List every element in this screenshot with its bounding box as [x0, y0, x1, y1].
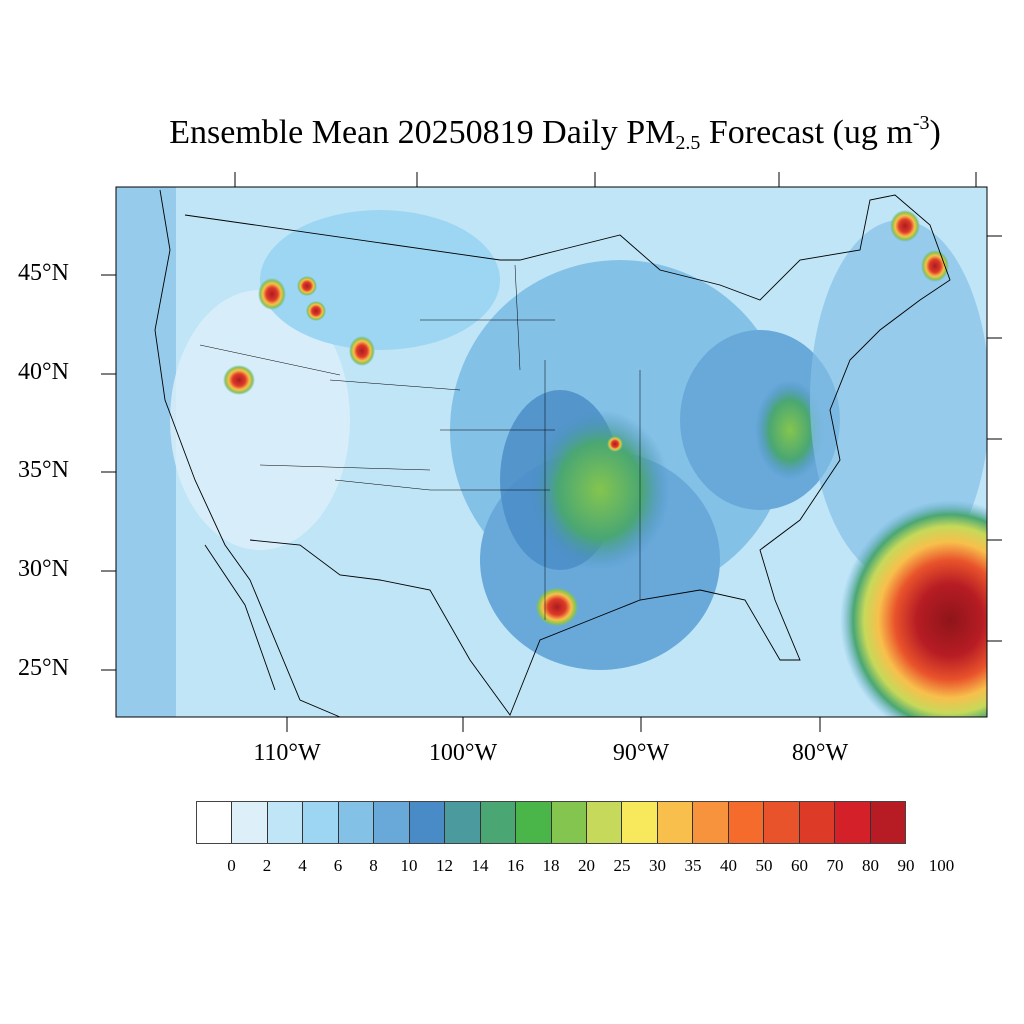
- lon-label: 80°W: [791, 740, 849, 766]
- colorbar-tick-label: 100: [928, 856, 955, 875]
- colorbar-tick-label: 10: [400, 856, 418, 875]
- colorbar-box: [197, 802, 233, 843]
- colorbar-box: [267, 802, 304, 843]
- colorbar-tick-label: 50: [755, 856, 773, 875]
- map-frame: [115, 186, 988, 718]
- colorbar-tick-label: 12: [436, 856, 453, 875]
- colorbar-box: [799, 802, 836, 843]
- colorbar-box: [445, 802, 481, 843]
- map-title: Ensemble Mean 20250819 Daily PM2.5 Forec…: [169, 112, 941, 154]
- colorbar-box: [586, 802, 623, 843]
- colorbar-tick-label: 4: [298, 856, 307, 875]
- colorbar-box: [409, 802, 446, 843]
- colorbar-box: [338, 802, 375, 843]
- lat-label: 35°N: [18, 457, 69, 483]
- colorbar-tick-label: 18: [542, 856, 560, 875]
- lon-label: 90°W: [612, 740, 670, 766]
- colorbar-tick-label: 40: [720, 856, 737, 875]
- lon-label: 110°W: [253, 740, 321, 766]
- colorbar-box: [516, 802, 552, 843]
- colorbar-tick-label: 35: [684, 856, 702, 875]
- colorbar-tick-label: 8: [369, 856, 378, 875]
- colorbar-box: [303, 802, 339, 843]
- lat-label: 45°N: [18, 260, 69, 286]
- colorbar-box: [657, 802, 694, 843]
- colorbar-tick-label: 60: [791, 856, 808, 875]
- lon-label: 100°W: [428, 740, 498, 766]
- colorbar-tick-label: 80: [862, 856, 879, 875]
- colorbar: [196, 801, 906, 844]
- colorbar-tick-label: 90: [897, 856, 915, 875]
- colorbar-tick-label: 20: [578, 856, 595, 875]
- colorbar-box: [374, 802, 410, 843]
- colorbar-tick-label: 16: [507, 856, 524, 875]
- colorbar-tick-label: 0: [227, 856, 236, 875]
- axis-ticks: [101, 172, 1002, 732]
- colorbar-box: [693, 802, 729, 843]
- colorbar-tick-label: 70: [826, 856, 844, 875]
- colorbar-box: [551, 802, 587, 843]
- colorbar-box: [728, 802, 765, 843]
- colorbar-tick-label: 30: [649, 856, 666, 875]
- colorbar-tick-label: 25: [613, 856, 631, 875]
- colorbar-box: [764, 802, 800, 843]
- colorbar-tick-label: 6: [333, 856, 343, 875]
- colorbar-box: [480, 802, 517, 843]
- colorbar-tick-label: 14: [471, 856, 489, 875]
- lat-label: 30°N: [18, 556, 69, 582]
- colorbar-box: [870, 802, 906, 843]
- lat-label: 40°N: [18, 359, 69, 385]
- coastlines-and-borders: [154, 189, 951, 718]
- colorbar-box: [232, 802, 268, 843]
- colorbar-tick-label: 2: [262, 856, 272, 875]
- map-field: [116, 187, 987, 717]
- lat-label: 25°N: [18, 655, 69, 681]
- colorbar-box: [835, 802, 871, 843]
- colorbar-box: [622, 802, 658, 843]
